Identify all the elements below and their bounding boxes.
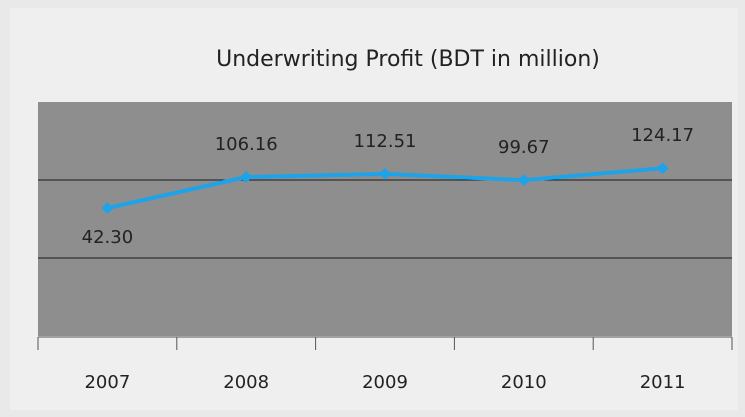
point	[101, 202, 114, 215]
point	[656, 162, 669, 175]
x-tick-label: 2011	[640, 372, 686, 393]
data-label: 106.16	[215, 134, 278, 155]
point	[379, 167, 391, 180]
x-tick-label: 2007	[84, 372, 130, 393]
data-label: 112.51	[354, 131, 417, 152]
point	[240, 170, 253, 183]
data-label: 99.67	[498, 137, 550, 158]
chart-title: Underwriting Profit (BDT in million)	[216, 47, 600, 72]
point	[517, 174, 530, 187]
x-tick-label: 2008	[223, 372, 269, 393]
plot-area	[38, 102, 732, 336]
data-label: 124.17	[631, 125, 694, 146]
x-tick-label: 2010	[501, 372, 547, 393]
data-label: 42.30	[82, 227, 134, 248]
x-tick-label: 2009	[362, 372, 408, 393]
